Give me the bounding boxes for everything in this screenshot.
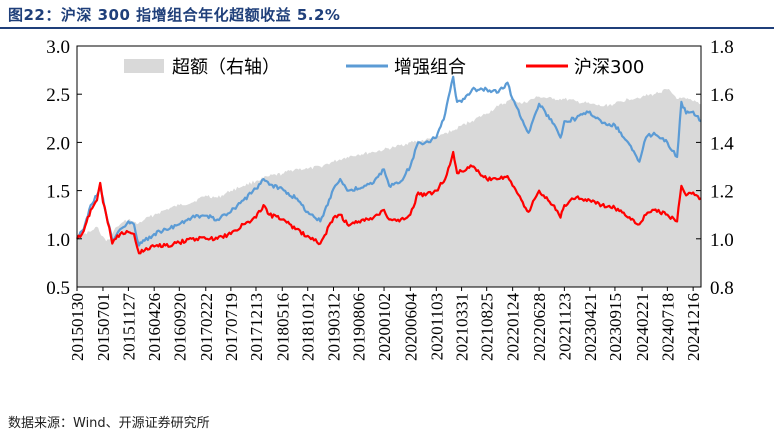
excess-area	[77, 89, 701, 287]
enhanced-portfolio-line	[76, 75, 702, 247]
x-tick-label: 20240718	[658, 293, 677, 361]
left-y-tick-label: 1.5	[46, 182, 70, 203]
left-y-tick-label: 1.0	[46, 230, 70, 251]
left-y-tick-label: 3.0	[46, 37, 70, 58]
right-y-tick-label: 1.4	[710, 133, 734, 154]
x-tick-label: 20210331	[453, 293, 472, 361]
hs300-line	[76, 150, 702, 255]
x-tick-label: 20220124	[504, 293, 523, 362]
x-tick-label: 20160920	[170, 293, 189, 361]
right-y-tick-label: 0.8	[710, 278, 734, 299]
legend-swatch-excess	[124, 59, 164, 73]
data-source-note: 数据来源：Wind、开源证券研究所	[8, 416, 210, 431]
x-tick-label: 20170719	[222, 293, 241, 361]
x-tick-label: 20150701	[94, 293, 113, 361]
chart: 0.5 1.0 1.5 2.0 2.5 3.0 0.8 1.0 1.2 1.4 1.6 1.8 2015…	[46, 37, 734, 361]
x-tick-label: 20230915	[606, 293, 625, 361]
x-tick-label: 20160426	[145, 293, 164, 361]
x-tick-label: 20181012	[299, 293, 318, 361]
x-tick-label: 20200102	[375, 293, 394, 361]
left-y-tick-label: 2.0	[46, 133, 70, 154]
x-tick-label: 20171213	[247, 293, 266, 361]
legend: 超额（右轴） 增强组合 沪深300	[124, 57, 644, 78]
right-y-tick-label: 1.6	[710, 85, 734, 106]
left-y-tick-label: 2.5	[46, 85, 70, 106]
x-tick-label: 20170222	[197, 293, 216, 361]
figure-title: 图22：沪深 300 指增组合年化超额收益 5.2%	[8, 6, 341, 24]
left-y-tick-label: 0.5	[46, 278, 70, 299]
right-y-tick-label: 1.8	[710, 37, 734, 58]
right-y-tick-label: 1.2	[710, 182, 734, 203]
excess-area-layer	[77, 89, 701, 287]
x-tick-label: 20240221	[633, 293, 652, 361]
x-tick-label: 20221123	[555, 293, 574, 360]
x-tick-label: 20241216	[684, 293, 703, 361]
x-tick-label: 20190312	[325, 293, 344, 361]
axes-layer: 0.5 1.0 1.5 2.0 2.5 3.0 0.8 1.0 1.2 1.4 1.6 1.8 2015…	[46, 37, 734, 361]
plot-frame	[76, 45, 702, 288]
x-tick-label: 20201103	[427, 293, 446, 360]
x-tick-label: 20190806	[350, 293, 369, 361]
x-tick-label: 20200604	[401, 293, 420, 362]
x-tick-label: 20210825	[478, 293, 497, 361]
x-tick-label: 20180516	[273, 293, 292, 361]
legend-label-hs300: 沪深300	[574, 57, 644, 78]
line-layer	[76, 75, 702, 255]
x-tick-label: 20220628	[530, 293, 549, 361]
x-tick-label: 20230421	[581, 293, 600, 361]
x-tick-label: 20151127	[119, 293, 138, 361]
right-y-tick-label: 1.0	[710, 230, 734, 251]
legend-label-excess: 超额（右轴）	[172, 57, 280, 78]
x-tick-label: 20150130	[68, 293, 87, 361]
legend-label-enhanced: 增强组合	[394, 57, 466, 78]
title-divider	[0, 27, 774, 29]
